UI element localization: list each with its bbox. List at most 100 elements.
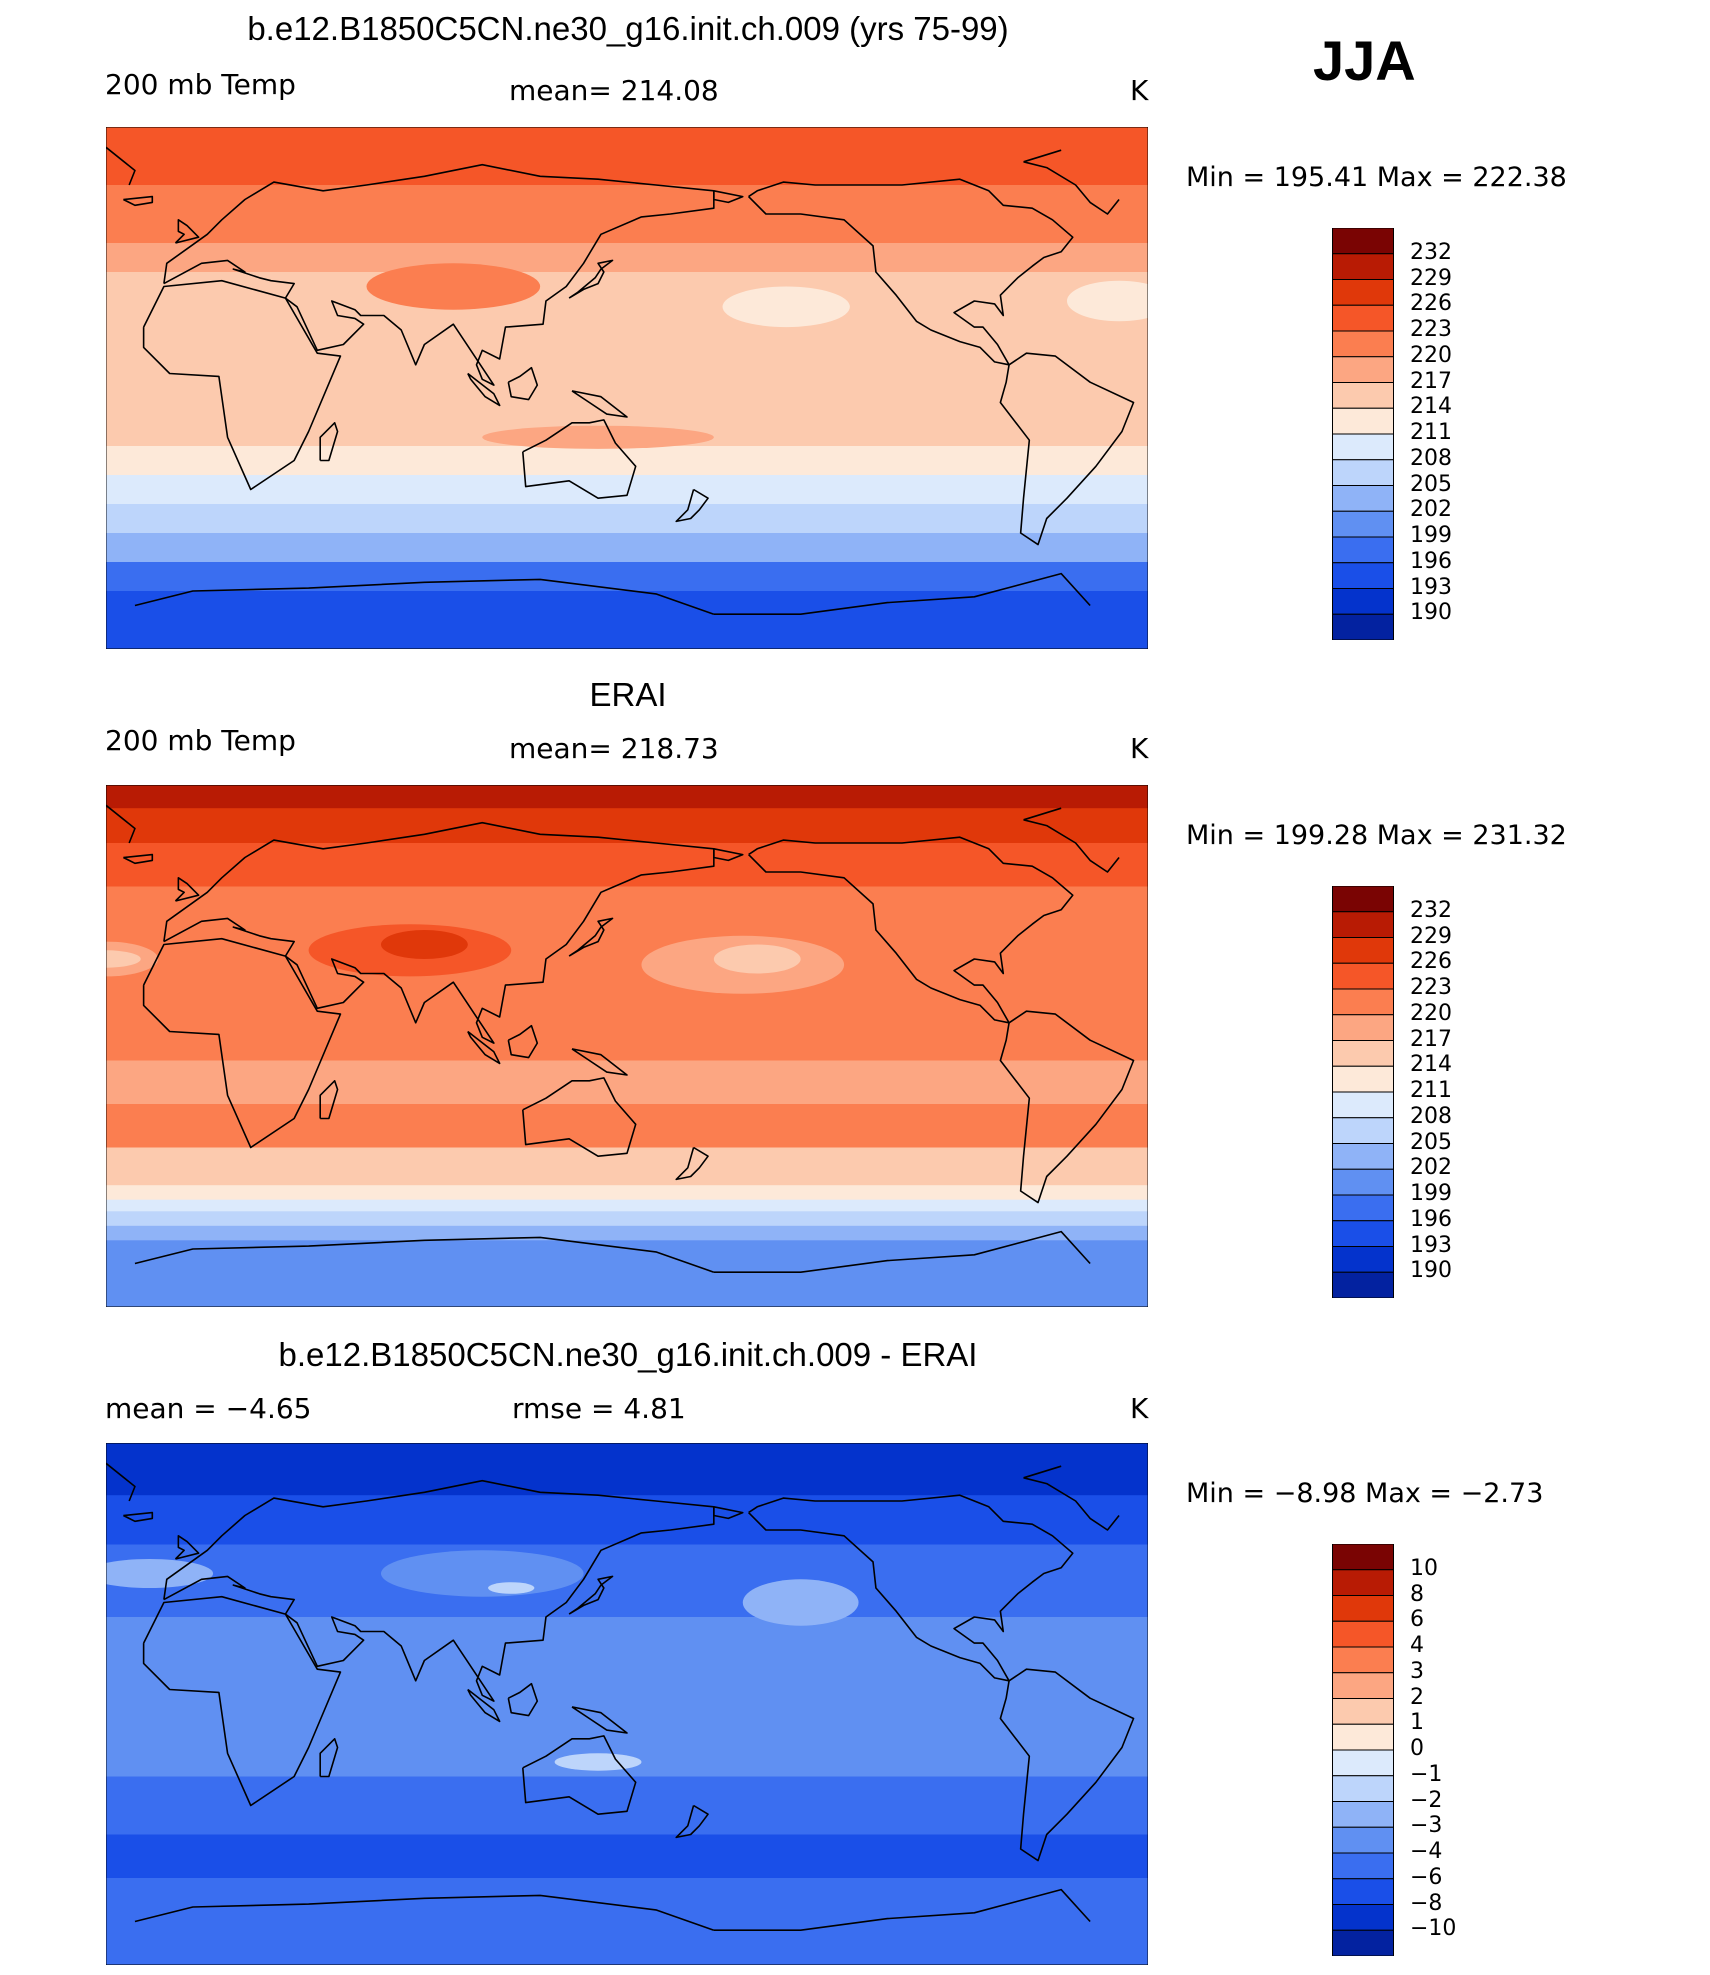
coastline-13-0 (175, 878, 198, 901)
coastline-2-0 (714, 191, 743, 203)
colorbar-2-tick-label: −3 (1410, 1813, 1443, 1839)
coastline-12-0 (320, 423, 337, 461)
colorbar-1-tick-label: 226 (1410, 949, 1452, 975)
coastline-10-0 (468, 374, 500, 406)
coastline-4-0 (1024, 1466, 1062, 1478)
colorbar-1-tick-label: 193 (1410, 1232, 1452, 1258)
panel-3-coastlines (106, 1463, 1134, 1930)
colorbar-0-segment-4 (1332, 330, 1394, 358)
panel-1-contour-fills (106, 127, 1148, 649)
colorbar-2-segment-7 (1332, 1723, 1394, 1751)
contour-blob-0 (366, 263, 541, 310)
contour-blob-1 (722, 286, 850, 328)
panel-1-units: K (1130, 74, 1149, 107)
colorbar-1-segment-14 (1332, 1246, 1394, 1273)
colorbar-1-segment-11 (1332, 1168, 1394, 1196)
contour-band-4 (106, 1060, 1148, 1105)
colorbar-0-segment-0 (1332, 228, 1394, 255)
colorbar-0-tick-label: 217 (1410, 368, 1452, 394)
contour-blob-2 (742, 1579, 859, 1626)
colorbar-2-segment-9 (1332, 1775, 1394, 1802)
colorbar-1-segment-8 (1332, 1091, 1394, 1119)
colorbar-1-tick-label: 214 (1410, 1052, 1452, 1078)
contour-blob-4 (554, 1753, 642, 1771)
contour-band-9 (106, 591, 1148, 649)
coastline-4-0 (1024, 808, 1062, 820)
coastline-2-0 (714, 849, 743, 861)
panel-2-title: ERAI (589, 676, 667, 713)
panel-2-mean-label: mean= 218.73 (509, 732, 719, 765)
panel-2-contour-fills (106, 785, 1148, 1307)
coastline-7-0 (714, 1890, 1090, 1931)
colorbar-1-tick-label: 211 (1410, 1078, 1452, 1103)
coastline-0-0 (144, 281, 341, 490)
coastline-9-0 (508, 1684, 537, 1716)
coastline-0-0 (144, 939, 341, 1148)
panel-3-colorbar (1332, 1544, 1394, 1956)
coastline-7-1 (135, 1895, 714, 1930)
contour-band-0 (106, 127, 1148, 186)
coastline-1-0 (164, 823, 714, 1043)
colorbar-0-segment-5 (1332, 356, 1394, 383)
contour-band-10 (106, 1225, 1148, 1241)
panel-2-coastlines (106, 805, 1134, 1272)
contour-band-1 (106, 808, 1148, 844)
colorbar-2-segment-14 (1332, 1904, 1394, 1931)
colorbar-2-tick-label: 10 (1410, 1555, 1438, 1581)
coastline-3-0 (749, 837, 1073, 1023)
coastline-6-0 (523, 1078, 636, 1156)
colorbar-2-segment-10 (1332, 1801, 1394, 1828)
contour-band-9 (106, 1211, 1148, 1227)
panel-3-units: K (1130, 1392, 1149, 1425)
colorbar-2-segment-4 (1332, 1646, 1394, 1674)
coastline-11-0 (572, 1049, 627, 1075)
colorbar-1-tick-label: 232 (1410, 897, 1452, 923)
colorbar-0-segment-9 (1332, 459, 1394, 486)
coastline-3-0 (749, 1495, 1073, 1681)
colorbar-1-segment-9 (1332, 1117, 1394, 1144)
coastline-11-0 (572, 1707, 627, 1733)
coastline-5-0 (1000, 1011, 1133, 1202)
colorbar-1-segment-1 (1332, 911, 1394, 938)
colorbar-0-tick-label: 193 (1410, 574, 1452, 600)
coastline-4-1 (106, 147, 135, 185)
panel-3-rmse-label: rmse = 4.81 (512, 1392, 686, 1425)
coastline-11-0 (572, 391, 627, 417)
colorbar-1-segment-5 (1332, 1014, 1394, 1041)
colorbar-1-tick-label: 220 (1410, 1000, 1452, 1026)
panel-2-units: K (1130, 732, 1149, 765)
colorbar-2-tick-label: 8 (1410, 1581, 1424, 1607)
colorbar-0-segment-11 (1332, 510, 1394, 538)
coastline-6-0 (523, 1736, 636, 1814)
colorbar-2-tick-label: −6 (1410, 1864, 1443, 1890)
colorbar-1-segment-0 (1332, 886, 1394, 913)
coastline-4-2 (1024, 820, 1120, 872)
contour-blob-1 (488, 1582, 535, 1594)
coastline-8-0 (569, 918, 612, 956)
coastline-13-0 (175, 220, 198, 243)
panel-2-minmax: Min = 199.28 Max = 231.32 (1186, 820, 1567, 851)
colorbar-2-tick-label: 1 (1410, 1710, 1424, 1736)
colorbar-2-tick-label: 3 (1410, 1658, 1424, 1684)
colorbar-0-tick-label: 199 (1410, 523, 1452, 548)
colorbar-1-tick-label: 229 (1410, 923, 1452, 949)
colorbar-0-tick-label: 196 (1410, 548, 1452, 574)
coastline-4-0 (1024, 150, 1062, 162)
colorbar-2-segment-1 (1332, 1569, 1394, 1596)
coastline-6-0 (523, 420, 636, 498)
colorbar-2-segment-13 (1332, 1878, 1394, 1905)
colorbar-0-segment-15 (1332, 613, 1394, 640)
coastline-5-0 (1000, 353, 1133, 544)
colorbar-0-tick-label: 223 (1410, 317, 1452, 342)
contour-blob-3 (482, 425, 714, 449)
colorbar-1-segment-7 (1332, 1065, 1394, 1093)
colorbar-1-tick-label: 190 (1410, 1258, 1452, 1284)
colorbar-1-segment-10 (1332, 1143, 1394, 1170)
contour-band-6 (106, 504, 1148, 534)
colorbar-1-segment-3 (1332, 962, 1394, 990)
colorbar-1-tick-label: 205 (1410, 1129, 1452, 1155)
colorbar-2-tick-label: −4 (1410, 1839, 1443, 1864)
colorbar-0-segment-10 (1332, 485, 1394, 512)
coastline-4-1 (106, 805, 135, 843)
panel-1-minmax: Min = 195.41 Max = 222.38 (1186, 162, 1567, 193)
